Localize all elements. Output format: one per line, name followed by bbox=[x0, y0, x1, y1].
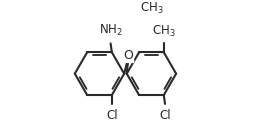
Text: CH$_3$: CH$_3$ bbox=[140, 1, 163, 16]
Text: CH$_3$: CH$_3$ bbox=[152, 24, 176, 39]
Text: NH$_2$: NH$_2$ bbox=[99, 23, 122, 38]
Text: Cl: Cl bbox=[106, 109, 118, 122]
Text: O: O bbox=[124, 49, 134, 62]
Text: Cl: Cl bbox=[159, 109, 171, 122]
